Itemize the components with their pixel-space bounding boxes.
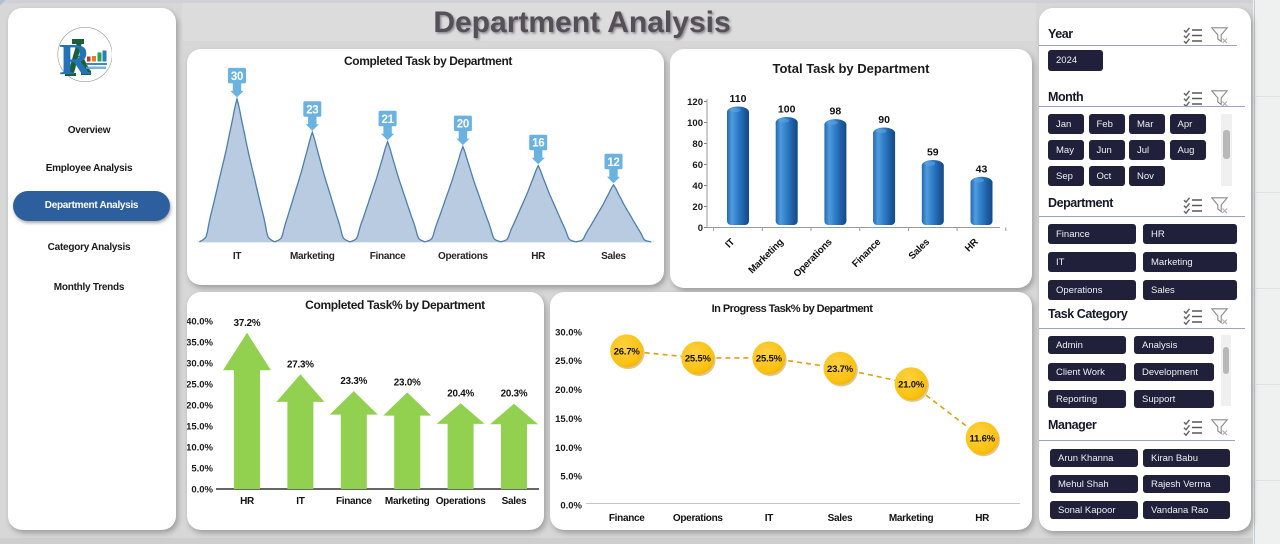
svg-text:HR: HR [531, 251, 546, 262]
svg-text:Marketing: Marketing [889, 513, 934, 524]
svg-text:23.7%: 23.7% [827, 364, 854, 375]
svg-text:IT: IT [765, 513, 773, 524]
svg-text:15.0%: 15.0% [555, 414, 582, 425]
svg-text:0.0%: 0.0% [560, 501, 582, 512]
svg-text:23.3%: 23.3% [340, 376, 367, 387]
svg-text:20.0%: 20.0% [555, 385, 582, 396]
svg-text:100: 100 [778, 104, 796, 116]
svg-text:Operations: Operations [673, 513, 724, 524]
svg-text:20.3%: 20.3% [501, 389, 528, 400]
svg-text:40: 40 [692, 181, 703, 192]
svg-text:HR: HR [963, 237, 981, 255]
svg-text:35.0%: 35.0% [187, 338, 214, 349]
svg-text:98: 98 [830, 106, 842, 118]
svg-text:12: 12 [607, 157, 619, 169]
svg-text:11.6%: 11.6% [969, 434, 995, 445]
svg-text:Operations: Operations [792, 236, 835, 279]
svg-text:100: 100 [687, 118, 703, 129]
svg-text:23.0%: 23.0% [394, 377, 421, 388]
svg-text:Finance: Finance [609, 513, 645, 524]
svg-text:IT: IT [723, 237, 737, 251]
svg-text:HR: HR [975, 513, 990, 524]
svg-text:R: R [59, 35, 92, 82]
svg-text:27.3%: 27.3% [287, 359, 314, 370]
svg-text:25.0%: 25.0% [187, 380, 214, 391]
svg-text:110: 110 [730, 93, 747, 105]
svg-text:In Progress Task% by Departmen: In Progress Task% by Department [712, 303, 874, 315]
svg-text:20: 20 [692, 202, 703, 213]
svg-text:Marketing: Marketing [747, 237, 786, 276]
svg-text:HR: HR [240, 496, 255, 507]
svg-text:Total Task by Department: Total Task by Department [773, 61, 931, 76]
svg-text:21.0%: 21.0% [898, 379, 925, 390]
svg-text:Finance: Finance [336, 496, 372, 507]
svg-text:Operations: Operations [438, 251, 489, 262]
svg-text:80: 80 [692, 139, 703, 150]
svg-text:0.0%: 0.0% [191, 485, 213, 496]
svg-text:120: 120 [687, 97, 703, 108]
svg-text:60: 60 [692, 160, 703, 171]
svg-text:43: 43 [976, 163, 988, 175]
svg-text:30: 30 [231, 71, 243, 83]
svg-text:10.0%: 10.0% [187, 443, 214, 454]
svg-text:IT: IT [233, 251, 241, 262]
svg-text:15.0%: 15.0% [187, 422, 214, 433]
svg-text:25.5%: 25.5% [756, 353, 783, 364]
svg-text:30.0%: 30.0% [187, 359, 214, 370]
svg-text:21: 21 [381, 114, 394, 126]
svg-text:Sales: Sales [907, 236, 933, 262]
svg-text:5.0%: 5.0% [191, 464, 213, 475]
svg-text:5.0%: 5.0% [560, 472, 582, 483]
svg-text:20.0%: 20.0% [187, 401, 214, 412]
svg-text:37.2%: 37.2% [234, 318, 261, 329]
svg-text:Marketing: Marketing [385, 496, 430, 507]
svg-text:59: 59 [927, 147, 939, 159]
svg-text:90: 90 [878, 114, 890, 126]
svg-text:16: 16 [532, 138, 544, 150]
svg-text:Finance: Finance [850, 236, 883, 269]
svg-text:Completed Task by Department: Completed Task by Department [344, 54, 512, 68]
svg-text:30.0%: 30.0% [555, 327, 582, 338]
svg-text:20.4%: 20.4% [447, 388, 474, 399]
svg-text:Sales: Sales [601, 251, 626, 262]
svg-text:Marketing: Marketing [290, 251, 335, 262]
svg-text:40.0%: 40.0% [187, 317, 214, 328]
svg-text:Sales: Sales [502, 496, 527, 507]
svg-text:26.7%: 26.7% [614, 346, 641, 357]
svg-text:25.5%: 25.5% [685, 353, 712, 364]
svg-text:25.0%: 25.0% [555, 356, 582, 367]
svg-text:Operations: Operations [436, 496, 487, 507]
svg-text:IT: IT [296, 496, 304, 507]
svg-text:Sales: Sales [828, 513, 853, 524]
svg-text:Completed Task% by Department: Completed Task% by Department [305, 298, 485, 312]
svg-text:20: 20 [457, 119, 469, 131]
svg-text:10.0%: 10.0% [555, 443, 582, 454]
svg-text:0: 0 [698, 223, 703, 234]
svg-text:Finance: Finance [370, 251, 406, 262]
svg-text:23: 23 [306, 104, 318, 116]
